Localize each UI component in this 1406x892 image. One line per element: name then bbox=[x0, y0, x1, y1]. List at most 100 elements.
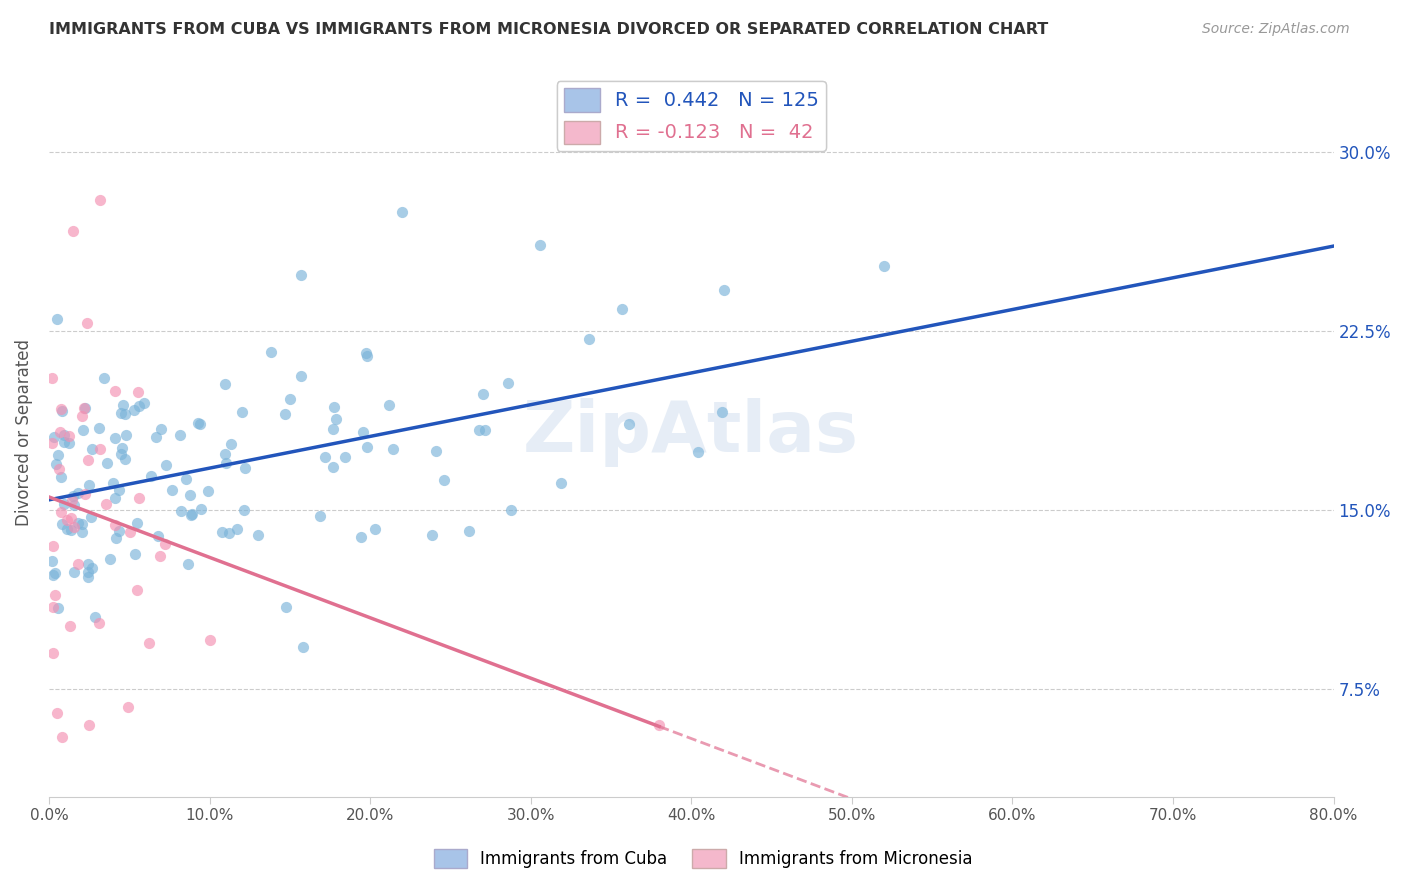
Point bbox=[276, 599, 298, 614]
Point bbox=[46, 312, 69, 326]
Point bbox=[67, 485, 90, 500]
Point bbox=[322, 459, 344, 474]
Point bbox=[363, 522, 385, 536]
Point bbox=[46, 706, 69, 720]
Point bbox=[200, 632, 222, 647]
Point bbox=[114, 452, 136, 467]
Point bbox=[578, 332, 600, 346]
Point bbox=[378, 398, 401, 412]
Point bbox=[215, 456, 238, 470]
Point bbox=[420, 528, 443, 542]
Point bbox=[77, 565, 100, 579]
Point bbox=[41, 371, 63, 385]
Point bbox=[433, 473, 456, 487]
Point bbox=[214, 447, 236, 461]
Point bbox=[110, 406, 132, 420]
Text: IMMIGRANTS FROM CUBA VS IMMIGRANTS FROM MICRONESIA DIVORCED OR SEPARATED CORRELA: IMMIGRANTS FROM CUBA VS IMMIGRANTS FROM … bbox=[49, 22, 1049, 37]
Point bbox=[76, 570, 98, 584]
Point bbox=[688, 445, 710, 459]
Point bbox=[48, 425, 70, 439]
Legend: Immigrants from Cuba, Immigrants from Micronesia: Immigrants from Cuba, Immigrants from Mi… bbox=[427, 842, 979, 875]
Point bbox=[42, 599, 65, 614]
Point bbox=[187, 416, 209, 430]
Point bbox=[80, 509, 103, 524]
Point bbox=[155, 458, 177, 473]
Point bbox=[118, 524, 141, 539]
Point bbox=[290, 268, 312, 282]
Point bbox=[59, 523, 82, 537]
Point bbox=[60, 510, 83, 524]
Point bbox=[104, 491, 127, 505]
Point bbox=[77, 718, 100, 732]
Point bbox=[496, 376, 519, 390]
Point bbox=[48, 462, 70, 476]
Point bbox=[391, 204, 413, 219]
Text: ZipAtlas: ZipAtlas bbox=[523, 398, 859, 467]
Point bbox=[873, 259, 896, 273]
Point bbox=[62, 566, 84, 580]
Point bbox=[278, 392, 301, 406]
Point bbox=[98, 552, 121, 566]
Point bbox=[66, 516, 89, 530]
Point bbox=[63, 520, 86, 534]
Point bbox=[111, 441, 134, 455]
Point bbox=[648, 718, 671, 732]
Point bbox=[62, 489, 84, 503]
Point bbox=[111, 398, 134, 412]
Point bbox=[52, 428, 75, 442]
Point bbox=[713, 283, 735, 297]
Point bbox=[139, 468, 162, 483]
Point bbox=[60, 493, 83, 508]
Point bbox=[233, 461, 256, 475]
Point bbox=[127, 583, 149, 598]
Point bbox=[55, 513, 77, 527]
Point bbox=[211, 525, 233, 540]
Point bbox=[49, 504, 72, 518]
Point bbox=[110, 447, 132, 461]
Point bbox=[41, 436, 63, 450]
Point bbox=[46, 448, 69, 462]
Point bbox=[179, 488, 201, 502]
Point bbox=[42, 430, 65, 444]
Point bbox=[73, 401, 96, 415]
Point bbox=[67, 558, 90, 572]
Point bbox=[149, 549, 172, 563]
Point bbox=[44, 588, 66, 602]
Point bbox=[70, 517, 93, 532]
Point bbox=[290, 369, 312, 384]
Point bbox=[51, 403, 73, 417]
Point bbox=[115, 428, 138, 442]
Point bbox=[132, 396, 155, 410]
Legend: R =  0.442   N = 125, R = -0.123   N =  42: R = 0.442 N = 125, R = -0.123 N = 42 bbox=[557, 81, 825, 151]
Point bbox=[710, 405, 733, 419]
Point bbox=[52, 435, 75, 450]
Point bbox=[42, 539, 65, 553]
Point bbox=[104, 431, 127, 445]
Point bbox=[96, 456, 118, 470]
Point bbox=[501, 503, 523, 517]
Point bbox=[114, 407, 136, 421]
Point bbox=[125, 516, 148, 531]
Point bbox=[77, 557, 100, 571]
Point bbox=[188, 417, 211, 431]
Point bbox=[155, 537, 177, 551]
Point bbox=[56, 522, 79, 536]
Point bbox=[169, 428, 191, 442]
Point bbox=[382, 442, 405, 456]
Point bbox=[325, 412, 347, 426]
Point bbox=[145, 430, 167, 444]
Point bbox=[149, 422, 172, 436]
Point bbox=[322, 422, 344, 436]
Point bbox=[291, 640, 314, 655]
Point bbox=[58, 435, 80, 450]
Y-axis label: Divorced or Separated: Divorced or Separated bbox=[15, 339, 32, 526]
Point bbox=[180, 508, 202, 523]
Point bbox=[471, 387, 494, 401]
Point bbox=[352, 425, 374, 439]
Point bbox=[87, 616, 110, 631]
Point bbox=[323, 401, 346, 415]
Point bbox=[190, 502, 212, 516]
Point bbox=[41, 554, 63, 568]
Point bbox=[75, 487, 97, 501]
Point bbox=[128, 491, 150, 506]
